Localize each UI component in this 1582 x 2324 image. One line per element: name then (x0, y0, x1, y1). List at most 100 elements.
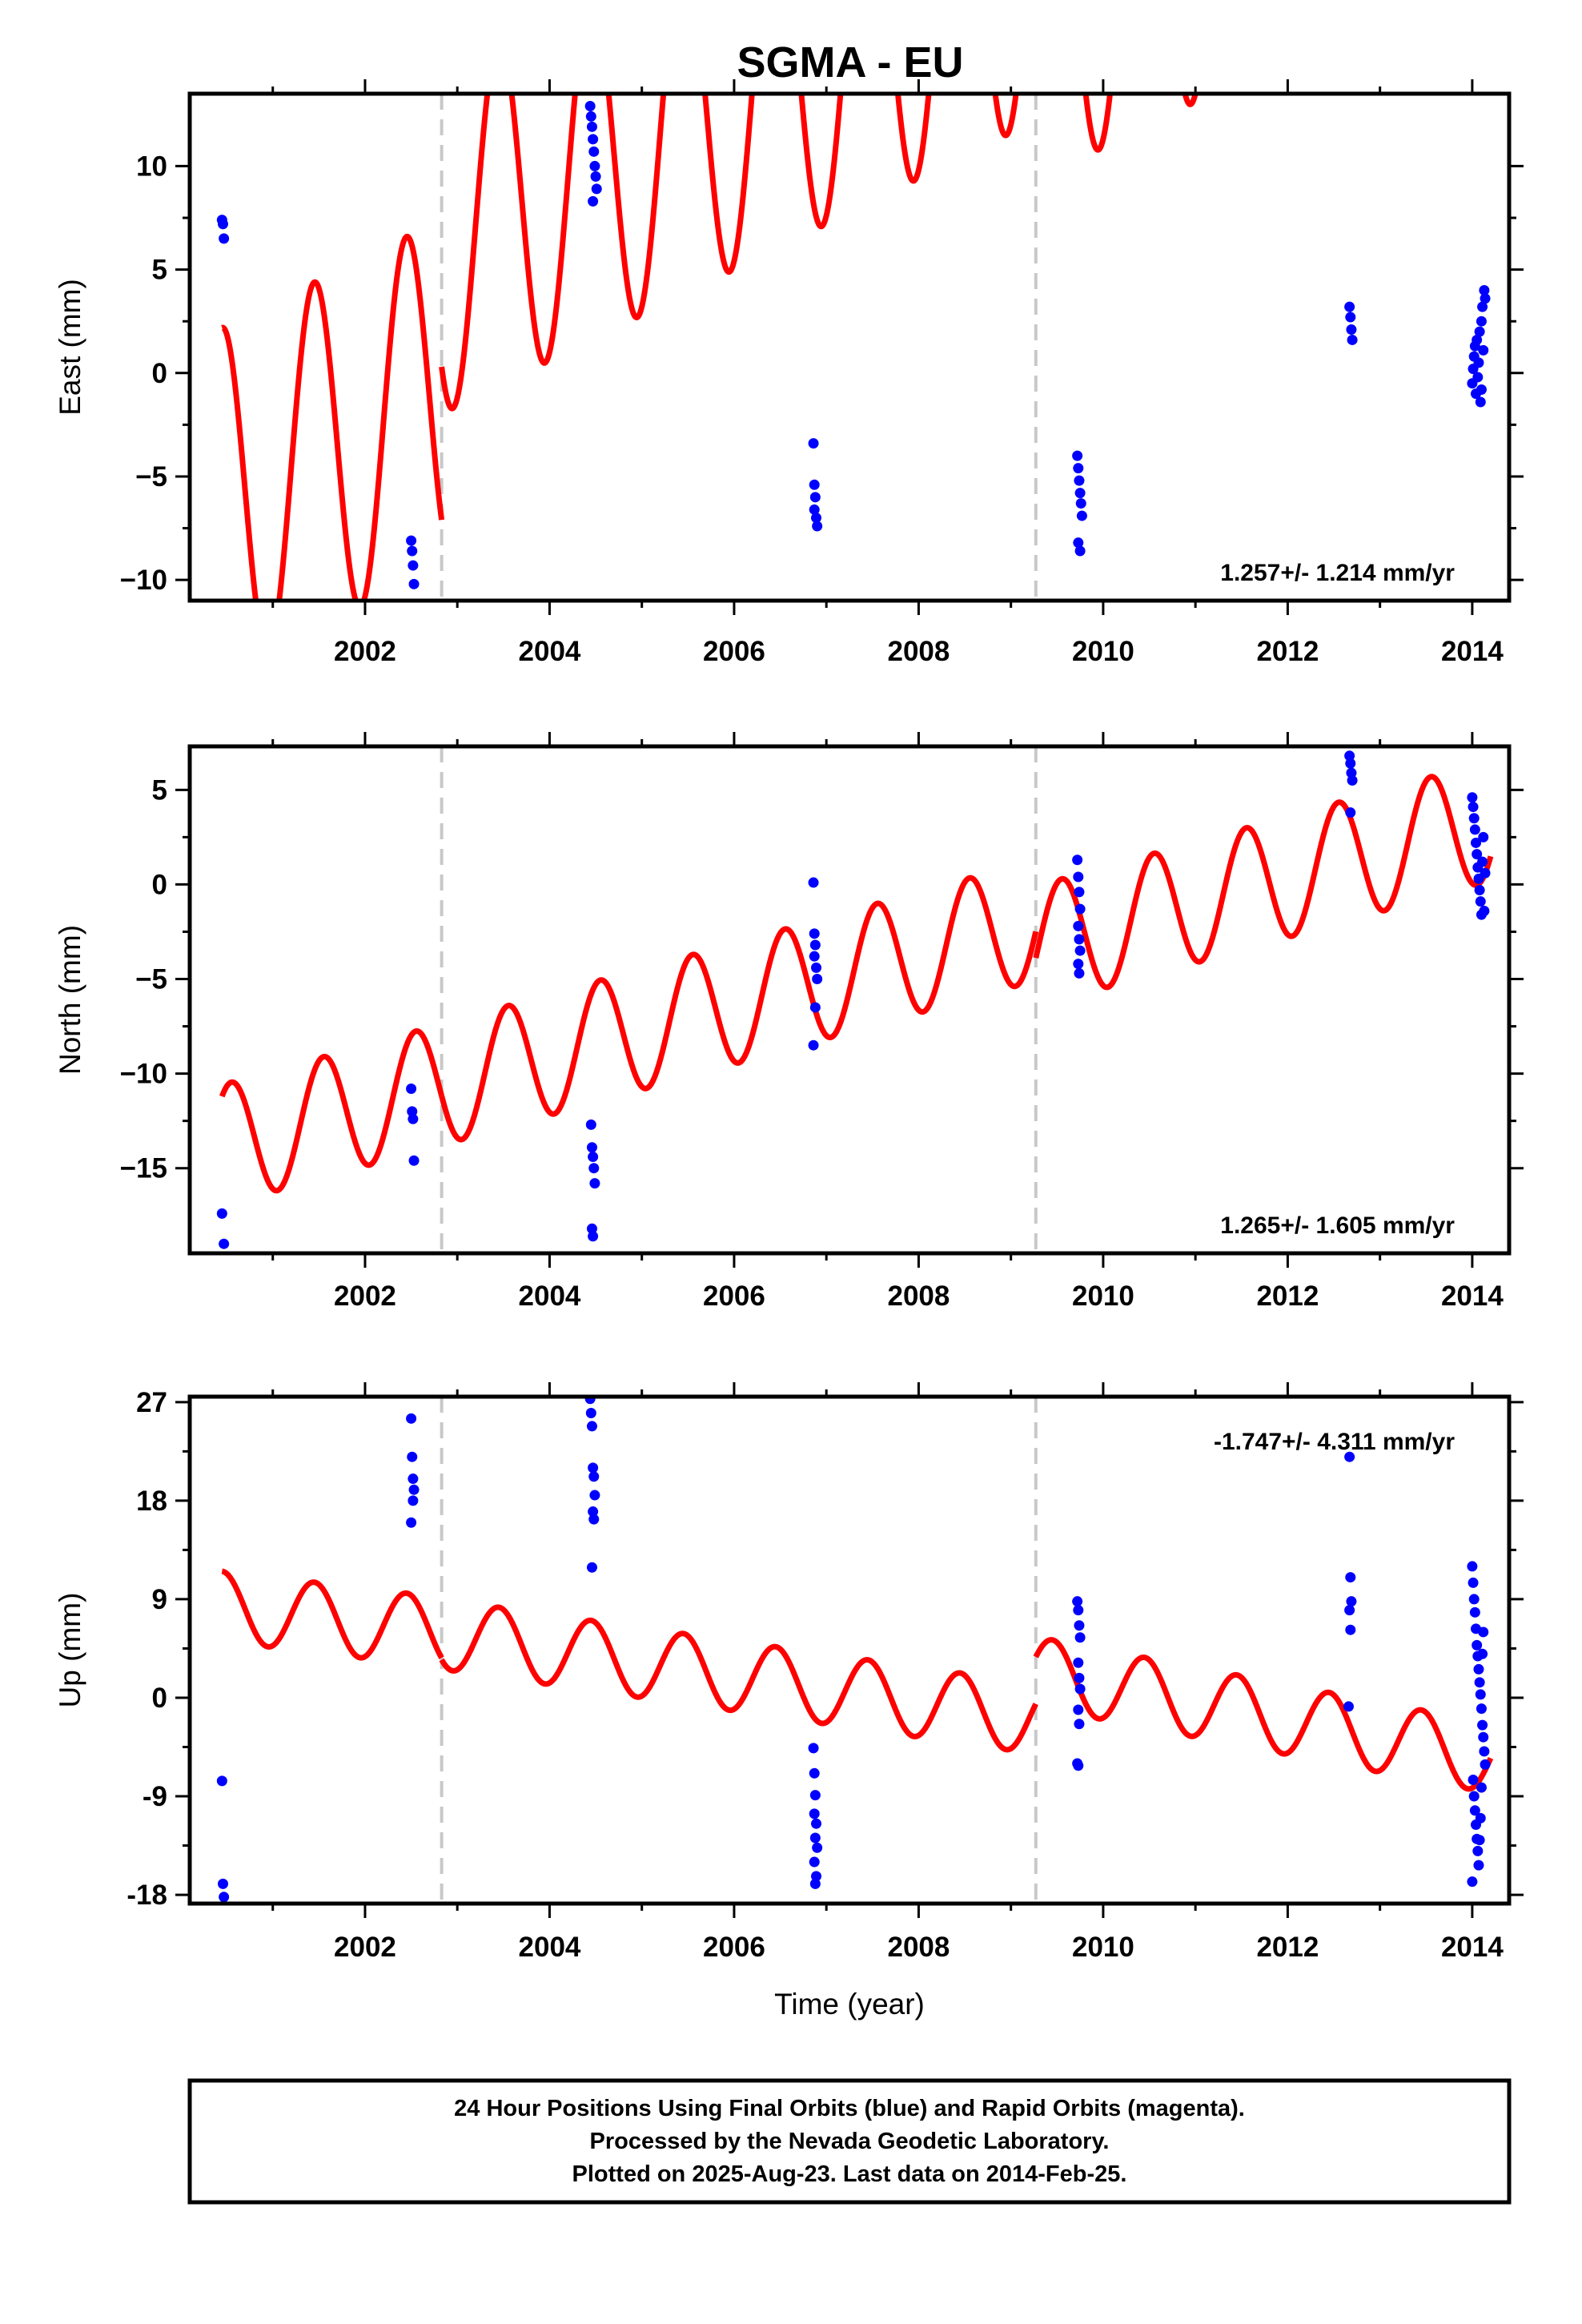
north-point-35 (1467, 792, 1478, 803)
up-model-segment-2 (439, 1604, 1038, 1753)
up-point-20 (809, 1790, 821, 1801)
east-point-2 (219, 233, 230, 244)
up-frame (187, 1394, 1512, 1906)
east-point-14 (591, 183, 602, 195)
up-point-35 (1073, 1704, 1084, 1715)
north-point-11 (586, 1223, 597, 1234)
up-point-29 (1073, 1605, 1084, 1616)
east-point-4 (407, 545, 418, 557)
east-xtick-label-4: 2010 (1072, 636, 1134, 667)
up-point-69 (1475, 1812, 1486, 1823)
up-point-57 (1478, 1731, 1489, 1743)
up-point-18 (808, 1743, 819, 1754)
east-point-7 (584, 101, 596, 111)
footer-line-2: Processed by the Nevada Geodetic Laborat… (590, 2129, 1110, 2154)
east-model-segment-1 (219, 233, 445, 601)
up-point-41 (1346, 1596, 1357, 1607)
up-point-6 (408, 1484, 420, 1495)
north-point-40 (1472, 849, 1483, 860)
up-point-67 (1467, 1876, 1478, 1888)
up-point-23 (809, 1832, 821, 1844)
east-points (216, 101, 1491, 589)
east-xtick-label-1: 2004 (519, 636, 581, 667)
north-point-7 (586, 1142, 597, 1153)
east-model-segment-2 (439, 94, 1019, 412)
up-ytick-label-1: 18 (136, 1486, 167, 1517)
up-point-27 (809, 1878, 821, 1889)
up-point-45 (1467, 1561, 1478, 1572)
north-point-39 (1471, 837, 1482, 848)
north-point-44 (1475, 896, 1486, 907)
north-point-1 (219, 1238, 230, 1249)
east-point-1 (217, 219, 228, 230)
east-point-10 (588, 134, 599, 145)
up-point-25 (809, 1856, 820, 1868)
east-point-22 (1072, 450, 1083, 461)
east-model-segment-3 (1082, 94, 1199, 153)
north-point-24 (1074, 903, 1086, 915)
east-ytick-label-2: 0 (152, 358, 167, 389)
up-point-42 (1344, 1605, 1355, 1616)
north-point-30 (1344, 750, 1355, 762)
north-point-14 (809, 928, 820, 939)
north-point-48 (1479, 905, 1490, 916)
up-ytick-label-4: -9 (143, 1781, 167, 1812)
east-point-30 (1344, 301, 1355, 312)
up-point-3 (406, 1413, 417, 1424)
up-xtick-label-6: 2014 (1441, 1932, 1504, 1963)
up-point-10 (585, 1408, 596, 1419)
east-point-21 (812, 521, 823, 532)
north-rate-label: 1.265+/- 1.605 mm/yr (1220, 1212, 1455, 1239)
east-xtick-label-5: 2012 (1256, 636, 1319, 667)
east-point-9 (586, 121, 597, 132)
north-point-16 (809, 951, 820, 962)
north-ylabel: North (mm) (54, 925, 86, 1075)
up-model (219, 1568, 1494, 1792)
north-ytick-label-1: 0 (152, 869, 167, 900)
north-point-15 (809, 939, 821, 951)
up-xtick-label-1: 2004 (519, 1932, 581, 1963)
east-point-31 (1345, 312, 1356, 323)
up-point-34 (1074, 1683, 1086, 1695)
footer-box: 24 Hour Positions Using Final Orbits (bl… (187, 2078, 1512, 2205)
north-point-4 (408, 1113, 419, 1124)
up-point-53 (1474, 1677, 1485, 1688)
north-frame (187, 744, 1512, 1256)
up-point-22 (811, 1818, 822, 1829)
north-point-29 (1074, 967, 1085, 979)
up-point-62 (1469, 1805, 1480, 1816)
north-xtick-label-4: 2010 (1072, 1281, 1134, 1312)
east-point-28 (1073, 537, 1084, 549)
east-ytick-label-1: 5 (152, 255, 167, 286)
north-point-36 (1468, 802, 1479, 813)
up-point-55 (1476, 1703, 1487, 1715)
north-model-segment-3 (1033, 774, 1494, 991)
north-point-6 (585, 1119, 596, 1130)
up-point-54 (1475, 1689, 1486, 1700)
up-point-58 (1479, 1746, 1490, 1757)
north-model-segment-2 (439, 875, 1039, 1143)
north-point-31 (1345, 758, 1356, 769)
north-model (219, 774, 1494, 1194)
north-point-0 (216, 1208, 227, 1219)
up-point-32 (1073, 1657, 1084, 1668)
up-point-66 (1473, 1860, 1484, 1871)
north-xtick-label-2: 2006 (703, 1281, 765, 1312)
east-point-19 (809, 504, 820, 515)
north-point-33 (1347, 775, 1358, 786)
north-point-12 (588, 1231, 599, 1242)
east-point-16 (808, 438, 819, 449)
north-ytick-label-4: −15 (120, 1153, 167, 1184)
up-points (216, 1397, 1491, 1903)
east-point-46 (1478, 344, 1489, 356)
up-xlabel: Time (year) (774, 1988, 925, 2020)
north-point-10 (589, 1178, 600, 1189)
north-ytick-label-3: −10 (120, 1059, 167, 1090)
east-xtick-label-2: 2006 (703, 636, 765, 667)
up-model-segment-1 (219, 1568, 444, 1661)
up-point-30 (1074, 1620, 1085, 1631)
up-point-31 (1074, 1632, 1086, 1643)
north-point-37 (1468, 813, 1480, 824)
east-ytick-label-4: −10 (120, 565, 167, 596)
up-ytick-label-3: 0 (152, 1683, 167, 1714)
